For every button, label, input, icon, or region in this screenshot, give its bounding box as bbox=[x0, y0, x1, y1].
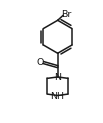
Text: NH: NH bbox=[50, 92, 64, 101]
Text: O: O bbox=[37, 58, 44, 67]
Text: N: N bbox=[54, 73, 61, 82]
Text: Br: Br bbox=[61, 10, 72, 19]
